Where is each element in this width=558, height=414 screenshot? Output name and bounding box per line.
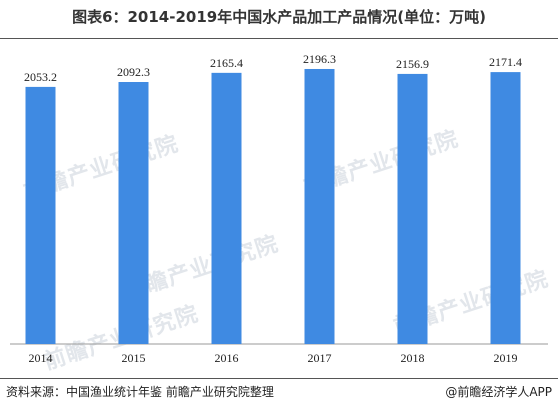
source-note: 资料来源：中国渔业统计年鉴 前瞻产业研究院整理 xyxy=(6,385,274,399)
bar-2017 xyxy=(304,68,335,344)
data-label-2017: 2196.3 xyxy=(303,52,336,66)
data-label-2018: 2156.9 xyxy=(396,57,429,71)
data-label-2014: 2053.2 xyxy=(24,70,57,84)
bar-2015 xyxy=(118,82,149,344)
bar-2016 xyxy=(211,72,242,345)
data-label-2016: 2165.4 xyxy=(210,56,243,70)
x-tick-label-2015: 2015 xyxy=(122,351,146,365)
bar-2019 xyxy=(490,72,521,344)
footer-divider xyxy=(0,378,558,379)
data-label-2019: 2171.4 xyxy=(489,55,522,69)
x-tick-label-2017: 2017 xyxy=(308,351,332,365)
x-tick-label-2016: 2016 xyxy=(215,351,239,365)
bar-2014 xyxy=(25,86,56,344)
x-tick-label-2019: 2019 xyxy=(494,351,518,365)
title-divider xyxy=(0,38,558,39)
bar-2018 xyxy=(397,73,428,344)
brand-credit: @前瞻经济学人APP xyxy=(445,385,552,399)
x-tick-label-2014: 2014 xyxy=(29,351,53,365)
chart-title: 图表6：2014-2019年中国水产品加工产品情况(单位：万吨) xyxy=(72,8,486,26)
data-label-2015: 2092.3 xyxy=(117,65,150,79)
x-tick-label-2018: 2018 xyxy=(401,351,425,365)
